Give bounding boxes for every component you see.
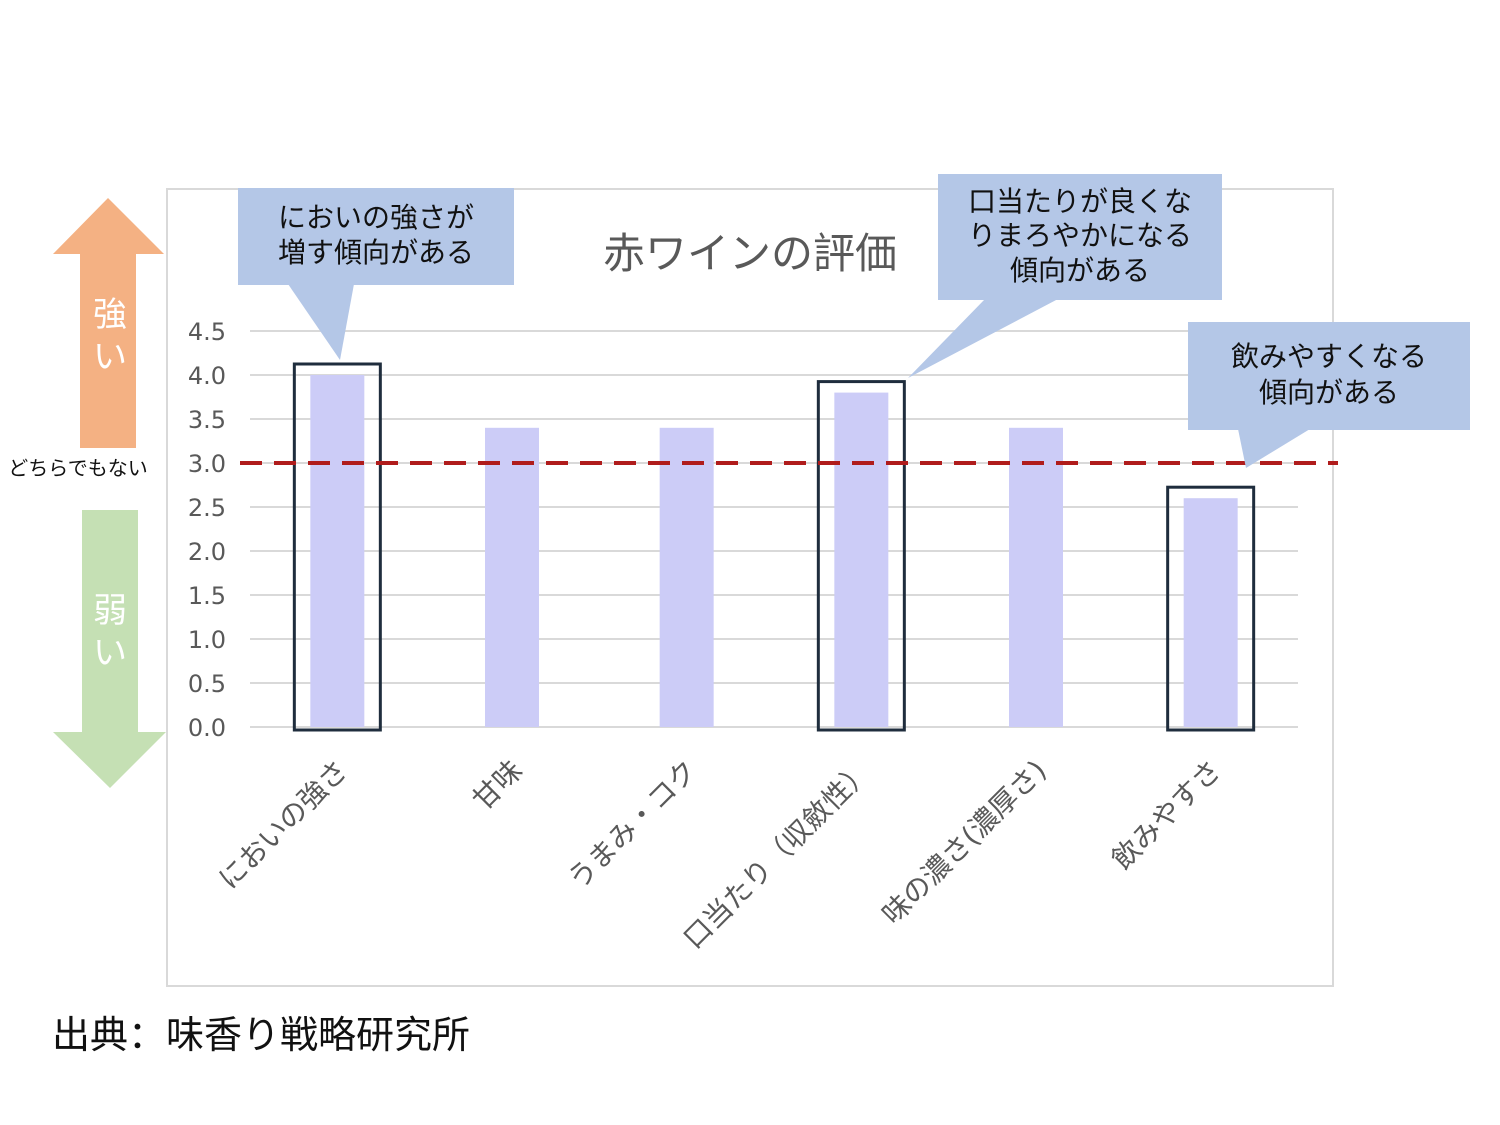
y-tick-label: 2.0 xyxy=(188,538,226,566)
callout-drinkability: 飲みやすくなる 傾向がある xyxy=(1188,322,1470,468)
callout-drinkability-line-1: 飲みやすくなる xyxy=(1231,340,1427,373)
strong-label-2: い xyxy=(93,337,127,377)
y-tick-label: 0.0 xyxy=(188,714,226,742)
callout-drinkability-box xyxy=(1188,322,1470,430)
y-tick-label: 3.0 xyxy=(188,450,226,478)
bars xyxy=(310,375,1238,727)
callout-smell-line-1: においの強さが xyxy=(278,201,474,234)
highlight-box xyxy=(292,362,382,732)
callout-mouthfeel-line-1: 口当たりが良くな xyxy=(968,185,1192,218)
bar xyxy=(485,427,539,727)
y-tick-label: 1.5 xyxy=(188,582,226,610)
y-tick-label: 4.0 xyxy=(188,362,226,390)
callout-drinkability-line-2: 傾向がある xyxy=(1259,376,1399,409)
callout-smell-line-2: 増す傾向がある xyxy=(278,236,474,269)
callout-mouthfeel: 口当たりが良くな りまろやかになる 傾向がある xyxy=(908,174,1222,378)
y-tick-label: 0.5 xyxy=(188,670,226,698)
y-axis-ticks: 0.0 0.5 1.0 1.5 2.0 2.5 3.0 3.5 4.0 4.5 xyxy=(188,318,226,742)
callout-mouthfeel-line-3: 傾向がある xyxy=(1010,254,1150,287)
chart-title: 赤ワインの評価 xyxy=(603,229,897,278)
down-arrow-icon xyxy=(53,510,166,788)
neutral-label: どちらでもない xyxy=(8,456,147,480)
callout-mouthfeel-line-2: りまろやかになる xyxy=(968,219,1192,252)
callout-drinkability-tail xyxy=(1238,429,1310,468)
highlight-box xyxy=(816,380,906,732)
highlight-box xyxy=(1166,485,1256,732)
weak-label-1: 弱 xyxy=(93,591,127,631)
bar xyxy=(310,375,365,727)
y-tick-label: 1.0 xyxy=(188,626,226,654)
bar xyxy=(834,392,889,727)
callout-smell-box xyxy=(238,188,514,285)
y-tick-label: 3.5 xyxy=(188,406,226,434)
y-tick-label: 4.5 xyxy=(188,318,226,346)
y-tick-label: 2.5 xyxy=(188,494,226,522)
bar xyxy=(659,427,714,727)
strong-label-1: 強 xyxy=(93,295,127,335)
highlight-boxes xyxy=(292,362,1256,732)
source-note: 出典：味香り戦略研究所 xyxy=(52,1013,471,1057)
callout-mouthfeel-tail xyxy=(908,299,1058,378)
gridlines xyxy=(250,330,1298,728)
callout-mouthfeel-box xyxy=(938,174,1222,300)
bar xyxy=(1009,427,1063,727)
bar xyxy=(1183,498,1238,727)
weak-label-2: い xyxy=(93,633,127,673)
callout-smell-tail xyxy=(288,284,354,360)
callout-smell: においの強さが 増す傾向がある xyxy=(238,188,514,360)
up-arrow-icon xyxy=(53,198,164,448)
